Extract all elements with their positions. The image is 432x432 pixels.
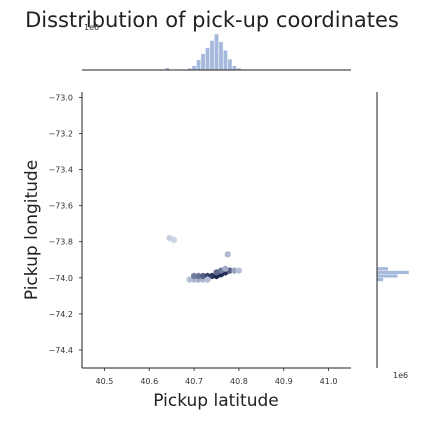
- hexbin: [191, 272, 198, 280]
- hexbin: [209, 272, 215, 280]
- top-marginal-bar: [205, 47, 210, 71]
- hexbin: [224, 250, 231, 258]
- right-marginal-bar: [376, 266, 389, 271]
- x-tick-label: 40.8: [230, 377, 248, 386]
- top-marginal-bar: [227, 59, 233, 71]
- y-tick-label: −74.2: [48, 310, 73, 319]
- right-marginal-bar: [376, 277, 384, 282]
- hexbin: [235, 267, 242, 274]
- hexbin: [200, 272, 206, 280]
- top-marginal-bar: [196, 59, 201, 71]
- top-marginal: 1e6: [82, 23, 351, 71]
- hexbin: [213, 268, 220, 276]
- x-tick-label: 40.5: [96, 377, 114, 386]
- hexbin: [218, 267, 224, 274]
- y-axis-label: Pickup longitude: [22, 160, 42, 300]
- hexbin: [170, 236, 177, 244]
- right-marginal-offset: 1e6: [393, 371, 408, 380]
- y-tick-label: −73.0: [48, 93, 73, 102]
- y-tick-label: −74.4: [48, 346, 73, 355]
- top-marginal-bar: [232, 65, 237, 71]
- right-marginal-bar: [376, 270, 410, 275]
- x-axis-label: Pickup latitude: [153, 391, 278, 411]
- y-tick-label: −73.6: [48, 202, 73, 211]
- y-tick-label: −74.0: [48, 274, 73, 283]
- chart-title: Disstribution of pick-up coordinates: [25, 8, 399, 32]
- top-marginal-bar: [191, 65, 197, 71]
- top-marginal-bar: [200, 53, 206, 71]
- top-marginal-bar: [223, 50, 228, 71]
- right-marginal-bar: [376, 274, 398, 279]
- hexbin: [166, 234, 173, 242]
- y-tick-label: −73.8: [48, 238, 73, 247]
- top-marginal-offset: 1e6: [84, 23, 99, 32]
- top-marginal-bar: [214, 33, 219, 71]
- hexbin: [204, 276, 211, 284]
- hexbin: [231, 267, 238, 274]
- y-tick-label: −73.2: [48, 129, 73, 138]
- x-tick-label: 41.0: [320, 377, 338, 386]
- hexbin: [222, 265, 229, 273]
- hexbin: [227, 267, 233, 274]
- top-marginal-bar: [218, 41, 224, 71]
- hexbin: [186, 276, 193, 284]
- top-marginal-bar: [209, 40, 215, 71]
- x-tick-label: 40.6: [140, 377, 158, 386]
- right-marginal: 1e6: [376, 92, 410, 380]
- x-tick-label: 40.9: [275, 377, 293, 386]
- y-tick-label: −73.4: [48, 166, 73, 175]
- x-tick-label: 40.7: [185, 377, 203, 386]
- hexbin: [195, 272, 202, 280]
- main-axes: 40.5 40.6 40.7 40.8 40.9 41.0 −73.0 −73.2 −73.4…: [48, 92, 351, 386]
